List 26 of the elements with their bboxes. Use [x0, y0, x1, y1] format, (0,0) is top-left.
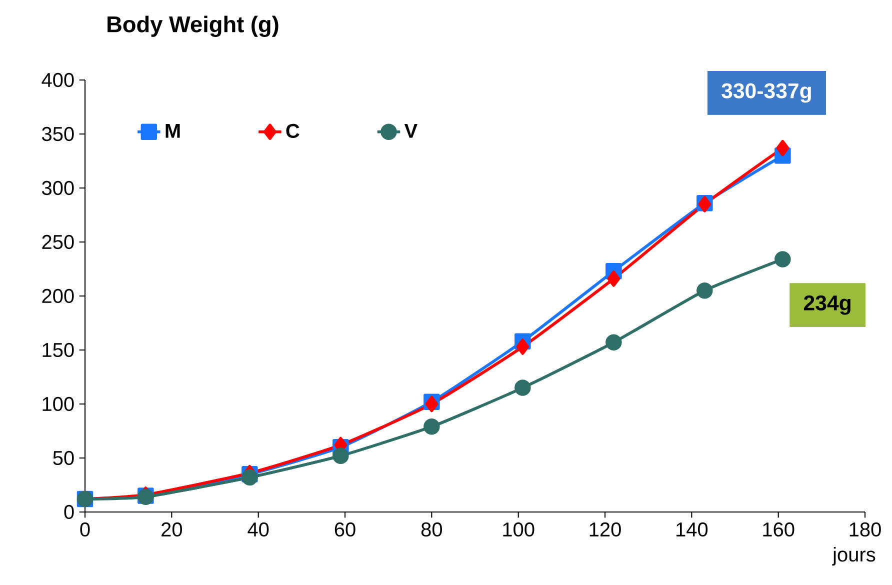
x-tick-label: 40 — [248, 522, 269, 537]
legend-label: V — [404, 124, 418, 138]
chart-title: Body Weight (g) — [108, 16, 278, 37]
x-tick-label: 0 — [80, 522, 90, 537]
x-tick-label: 60 — [334, 522, 356, 537]
x-tick-label: 20 — [162, 522, 182, 537]
y-tick-label: 400 — [42, 72, 74, 88]
annotation: 330-337g — [722, 83, 811, 103]
y-tick-label: 250 — [42, 234, 74, 250]
y-tick-label: 200 — [42, 288, 74, 304]
x-tick-label: 180 — [850, 522, 881, 537]
legend-label: C — [286, 124, 300, 138]
x-tick-label: 80 — [421, 522, 442, 537]
y-tick-label: 0 — [64, 504, 74, 520]
y-tick-label: 300 — [42, 180, 74, 196]
x-tick-label: 120 — [590, 522, 621, 537]
x-tick-label: 140 — [676, 522, 708, 537]
y-tick-label: 50 — [53, 450, 74, 466]
x-tick-label: 100 — [503, 522, 534, 537]
y-tick-label: 150 — [42, 342, 74, 358]
x-tick-label: 160 — [763, 522, 794, 537]
legend-label: M — [166, 124, 180, 138]
x-axis-title: jours — [832, 546, 876, 566]
annotation: 234g — [804, 295, 850, 315]
y-tick-label: 350 — [42, 126, 74, 142]
y-tick-label: 100 — [42, 396, 74, 412]
